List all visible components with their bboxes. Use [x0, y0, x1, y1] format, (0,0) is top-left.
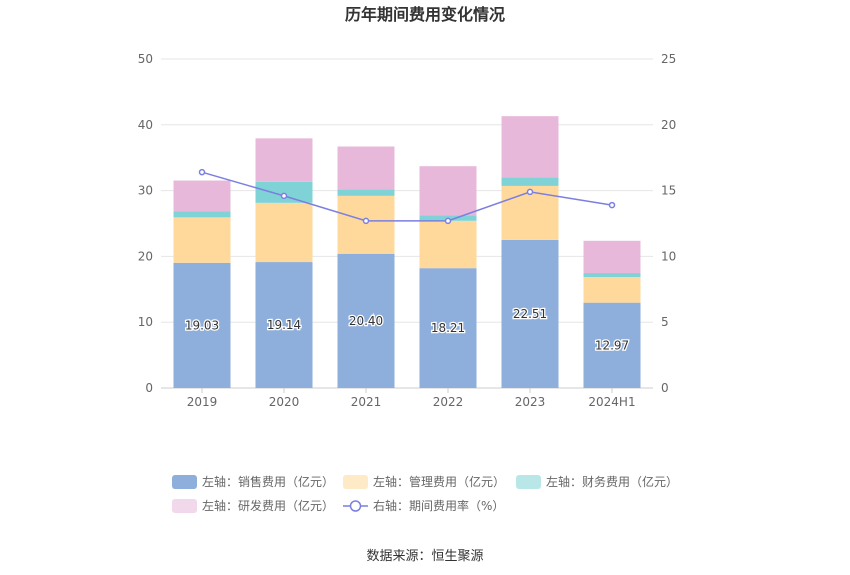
legend-label: 左轴：研发费用（亿元）	[202, 498, 334, 513]
bar-data-label: 19.03	[185, 318, 219, 332]
bar-segment	[419, 220, 477, 269]
x-tick-label: 2021	[351, 395, 382, 409]
right-axis: 0 5 10 15 20 25	[661, 52, 676, 395]
bar-segment	[173, 180, 231, 212]
right-tick-label: 20	[661, 118, 676, 132]
chart-title: 历年期间费用变化情况	[345, 5, 505, 24]
legend-label: 左轴：管理费用（亿元）	[373, 474, 505, 489]
line-point	[280, 192, 288, 200]
right-tick-label: 15	[661, 184, 676, 198]
bar-segment	[255, 181, 313, 203]
left-tick-label: 50	[138, 52, 153, 66]
legend-label: 左轴：财务费用（亿元）	[546, 474, 678, 489]
data-labels: 19.03 19.14 20.40 18.21 22.51 12.97	[184, 306, 631, 354]
line-point	[608, 201, 616, 209]
x-tick-label: 2022	[433, 395, 464, 409]
bar-data-label: 12.97	[595, 338, 629, 352]
left-axis: 0 10 20 30 40 50	[138, 52, 153, 395]
bar-segment	[583, 302, 641, 388]
legend-swatch	[172, 499, 197, 513]
x-tick-label: 2019	[187, 395, 218, 409]
left-tick-label: 10	[138, 315, 153, 329]
legend-label: 右轴：期间费用率（%）	[373, 498, 504, 513]
bar-segment	[501, 177, 559, 186]
bar-data-label: 18.21	[431, 321, 465, 335]
x-tick-label: 2024H1	[588, 395, 635, 409]
line-point	[444, 217, 452, 225]
bar-segment	[583, 276, 641, 303]
left-tick-label: 20	[138, 249, 153, 263]
legend: 左轴：销售费用（亿元） 左轴：管理费用（亿元） 左轴：财务费用（亿元） 左轴：研发费用…	[172, 474, 678, 513]
bar-data-label: 20.40	[349, 314, 383, 328]
bar-segment	[501, 239, 559, 388]
line-point	[198, 168, 206, 176]
data-source: 数据来源：恒生聚源	[366, 549, 483, 564]
bar-segment	[583, 240, 641, 274]
legend-label: 左轴：销售费用（亿元）	[202, 474, 334, 489]
x-tick-label: 2023	[515, 395, 546, 409]
bar-segment	[501, 116, 559, 178]
line-point	[526, 188, 534, 196]
bar-segment	[173, 217, 231, 263]
right-tick-label: 0	[661, 381, 669, 395]
bar-data-label: 22.51	[513, 307, 547, 321]
legend-swatch	[516, 475, 541, 489]
bar-segment	[255, 202, 313, 263]
bar-data-label: 19.14	[267, 318, 301, 332]
right-tick-label: 5	[661, 315, 669, 329]
bar-segment	[255, 262, 313, 388]
legend-swatch	[343, 475, 368, 489]
bar-segment	[337, 189, 395, 196]
legend-swatch	[172, 475, 197, 489]
gridlines	[161, 58, 653, 389]
bar-segment	[419, 166, 477, 216]
x-axis: 2019 2020 2021 2022 2023 2024H1	[187, 388, 636, 409]
right-tick-label: 10	[661, 249, 676, 263]
bar-segment	[255, 138, 313, 182]
left-tick-label: 0	[145, 381, 153, 395]
bar-segment	[419, 268, 477, 388]
bar-segment	[337, 195, 395, 254]
x-tick-label: 2020	[269, 395, 300, 409]
bar-segment	[173, 211, 231, 218]
bar-segment	[173, 262, 231, 388]
bar-series	[173, 116, 641, 388]
left-tick-label: 30	[138, 184, 153, 198]
line-point	[362, 217, 370, 225]
line-path	[201, 171, 613, 222]
legend-marker	[349, 500, 362, 512]
left-tick-label: 40	[138, 118, 153, 132]
right-tick-label: 25	[661, 52, 676, 66]
bar-segment	[337, 253, 395, 388]
bar-segment	[583, 273, 641, 277]
bar-segment	[337, 146, 395, 190]
line-series	[198, 168, 616, 225]
